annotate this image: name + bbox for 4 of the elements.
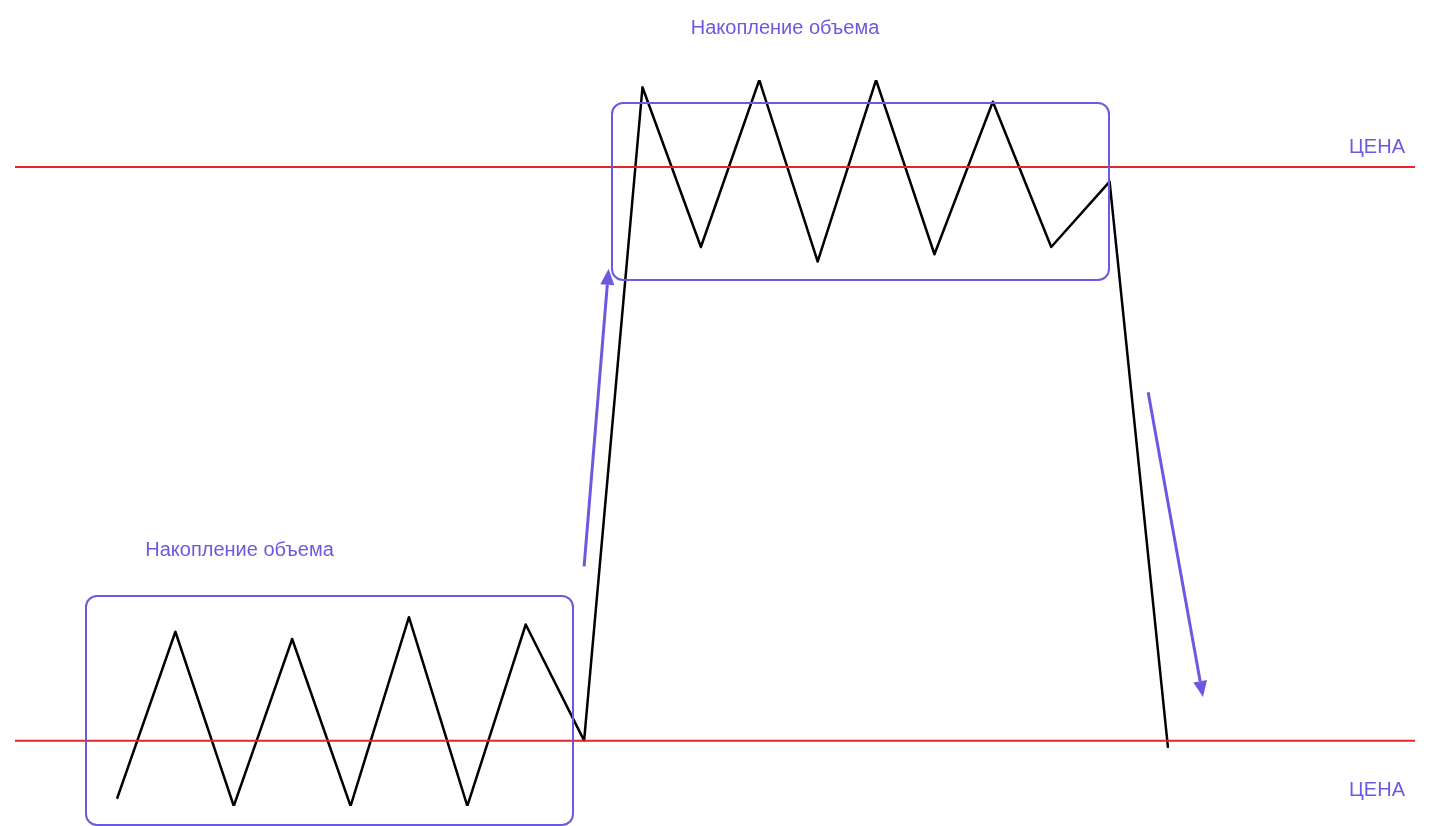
annotation: Накопление объема — [145, 537, 335, 560]
text: Накопление объема — [690, 15, 881, 38]
ref-line-label: ЦЕНА — [1349, 134, 1406, 157]
ref-line-label: ЦЕНА — [1349, 778, 1406, 801]
